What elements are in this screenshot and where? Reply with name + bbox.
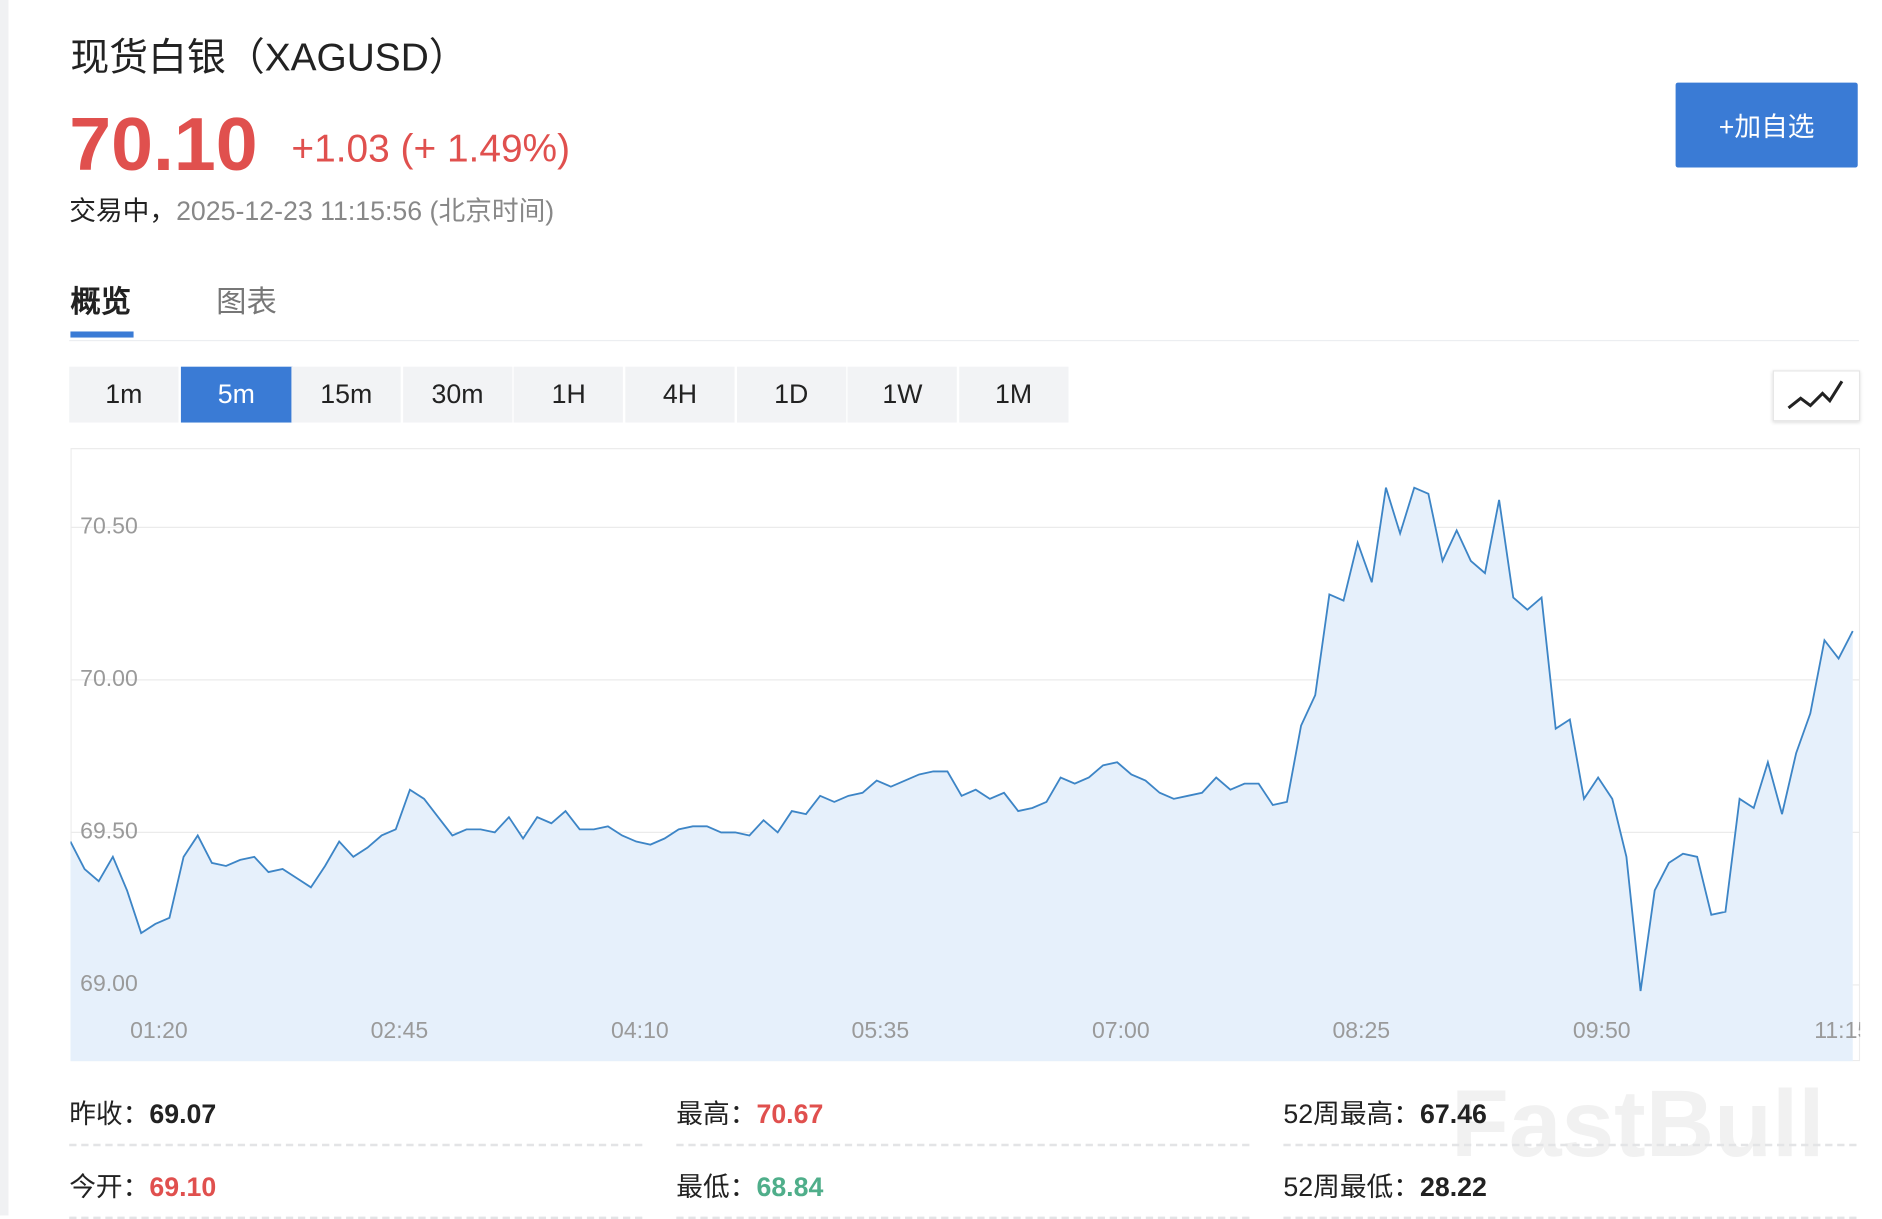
x-tick-label: 11:15: [1814, 1017, 1860, 1043]
add-watchlist-button[interactable]: +加自选: [1675, 82, 1858, 168]
timeframe-button[interactable]: 15m: [291, 366, 401, 423]
stat-label: 昨收：: [69, 1098, 150, 1130]
chart-type-icon: [1787, 380, 1844, 410]
status-line: 交易中，2025-12-23 11:15:56 (北京时间): [69, 189, 554, 228]
price-line: [70, 486, 1854, 992]
x-tick-label: 04:10: [611, 1017, 669, 1043]
stat-label: 最低：: [676, 1171, 757, 1203]
stat-item: 52周最低：28.22: [1283, 1166, 1486, 1205]
divider: [69, 1143, 643, 1147]
x-tick-label: 01:20: [130, 1017, 188, 1043]
stat-item: 今开：69.10: [69, 1166, 216, 1205]
stat-item: 最高：70.67: [676, 1093, 823, 1132]
x-tick-label: 05:35: [852, 1017, 910, 1043]
side-strip: [0, 0, 9, 1216]
stat-item: 昨收：69.07: [69, 1093, 216, 1132]
timeframe-button[interactable]: 1m: [69, 366, 179, 423]
x-tick-label: 02:45: [371, 1017, 429, 1043]
status: 交易中，: [69, 195, 177, 226]
timestamp: 2025-12-23 11:15:56 (北京时间): [176, 195, 555, 226]
divider: [1283, 1143, 1857, 1147]
timeframe-button[interactable]: 1H: [514, 366, 624, 423]
price: 70.10: [69, 103, 258, 187]
chart: 69.00 69.50 70.00 70.50 01:20 02:45 04:10 05:35…: [70, 448, 1860, 1062]
stat-label: 今开：: [69, 1171, 150, 1203]
y-tick-label: 70.50: [80, 512, 138, 538]
stat-value: 69.07: [149, 1098, 217, 1130]
timeframe-button[interactable]: 1M: [958, 366, 1069, 423]
separator: [69, 339, 1859, 342]
stat-item: 最低：68.84: [676, 1166, 823, 1205]
x-tick-label: 08:25: [1332, 1017, 1390, 1043]
y-tick-label: 70.00: [80, 665, 138, 691]
timeframe-button[interactable]: 1D: [736, 366, 846, 423]
tab[interactable]: 图表: [216, 285, 277, 320]
x-tick-label: 09:50: [1573, 1017, 1631, 1043]
y-tick-label: 69.00: [80, 970, 138, 996]
timeframe-button[interactable]: 5m: [180, 366, 293, 423]
stat-label: 52周最低：: [1283, 1171, 1420, 1203]
stat-label: 52周最高：: [1283, 1098, 1420, 1130]
watermark: FastBull: [1450, 1069, 1825, 1177]
chart-type-button[interactable]: [1772, 370, 1861, 422]
tab[interactable]: 概览: [70, 285, 132, 320]
stat-item: 52周最高：67.46: [1283, 1093, 1486, 1132]
divider: [676, 1143, 1250, 1147]
stat-value: 68.84: [756, 1171, 824, 1203]
tab-underline: [70, 331, 134, 338]
title: 现货白银（XAGUSD）: [70, 35, 468, 79]
stat-label: 最高：: [676, 1098, 757, 1130]
stat-value: 67.46: [1419, 1098, 1487, 1130]
stat-value: 70.67: [756, 1098, 824, 1130]
timeframe-button[interactable]: 4H: [625, 366, 735, 423]
area-fill: [70, 487, 1853, 1062]
price-change: +1.03 (+ 1.49%): [291, 126, 571, 170]
timeframe-button[interactable]: 1W: [847, 366, 958, 423]
x-tick-label: 07:00: [1092, 1017, 1150, 1043]
stat-value: 69.10: [149, 1171, 217, 1203]
timeframe-button[interactable]: 30m: [402, 366, 513, 423]
y-tick-label: 69.50: [80, 818, 138, 844]
stat-value: 28.22: [1419, 1171, 1487, 1203]
